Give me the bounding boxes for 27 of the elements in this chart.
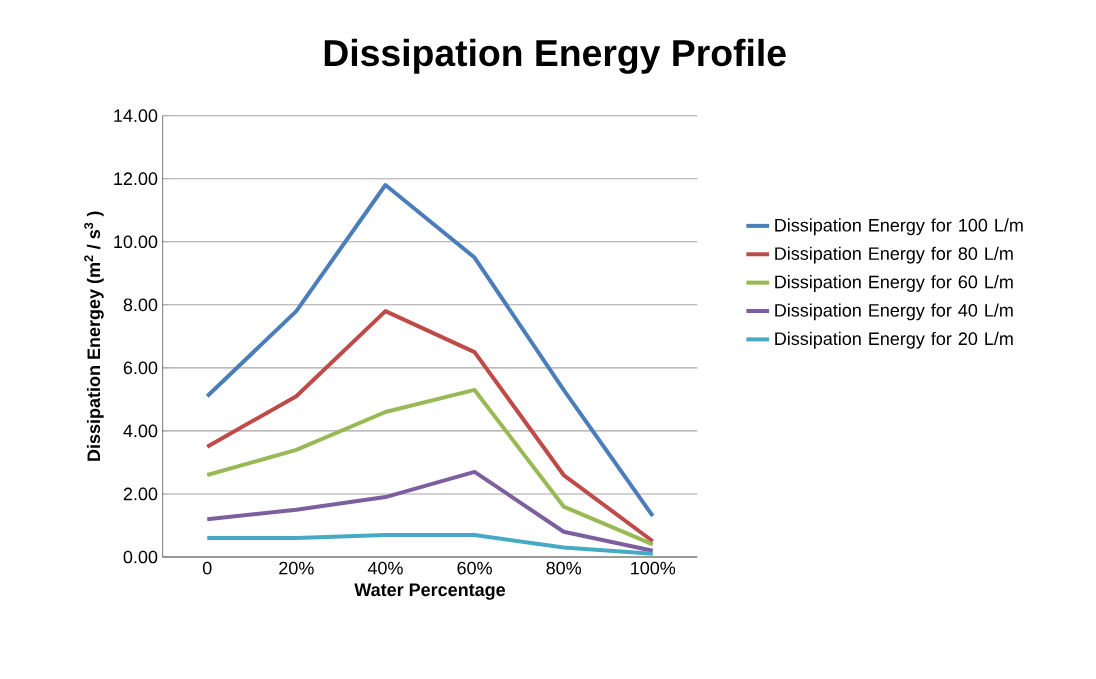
line-series: [205, 387, 655, 547]
y-tick-label: 12.00: [114, 172, 158, 186]
legend-label: Dissipation Energy for 80 L/m: [775, 246, 1013, 264]
legend-label: Dissipation Energy for 100 L/m: [775, 218, 1023, 236]
x-tick-label: 100%: [631, 561, 676, 575]
legend-label: Dissipation Energy for 60 L/m: [775, 275, 1013, 292]
x-tick-label: 20%: [279, 561, 314, 575]
line-series: [205, 183, 655, 519]
x-tick-label: 60%: [457, 561, 492, 575]
y-tick-label: 2.00: [123, 487, 158, 501]
legend-label: Dissipation Energy for 40 L/m: [775, 303, 1013, 321]
y-tick-label: 0.00: [123, 550, 158, 564]
y-axis-title: Dissipation Energey (m$^{2}$ / s$^{3}$ ): [84, 211, 104, 461]
y-tick-label: 14.00: [114, 109, 158, 123]
x-tick-label: 40%: [367, 561, 403, 575]
x-tick-label: 0: [202, 561, 212, 575]
line-series: [205, 309, 655, 544]
line-series: [205, 469, 655, 553]
y-tick-label: 10.00: [114, 235, 158, 249]
y-tick-label: 8.00: [123, 298, 158, 312]
x-tick-label: 80%: [546, 561, 582, 575]
chart-title: Dissipation Energy Profile: [324, 38, 786, 74]
x-axis-title: Water Percentage: [354, 583, 506, 600]
y-tick-label: 6.00: [123, 361, 158, 375]
line-series: [205, 532, 655, 556]
y-tick-label: 4.00: [123, 424, 158, 438]
legend-label: Dissipation Energy for 20 L/m: [775, 331, 1013, 349]
